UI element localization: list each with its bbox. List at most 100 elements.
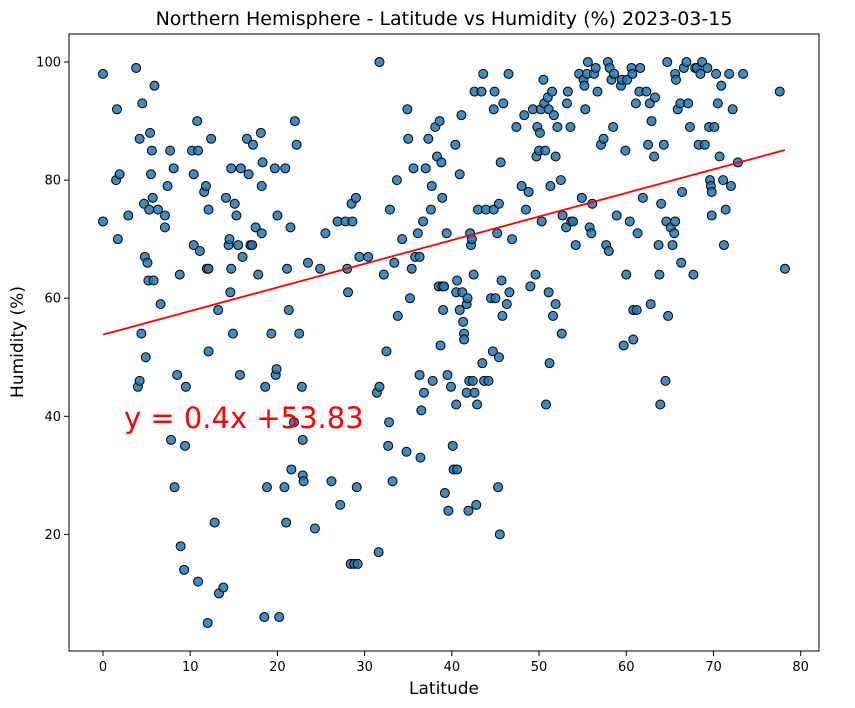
data-point [145, 127, 156, 138]
x-axis-ticks: 0 10 20 30 40 50 60 70 80 [99, 651, 809, 675]
data-point [231, 210, 242, 221]
data-point [289, 417, 299, 428]
data-point [387, 476, 398, 487]
data-point [451, 399, 462, 410]
data-point [552, 121, 563, 132]
data-point [667, 240, 678, 251]
data-point [579, 80, 590, 91]
data-point [174, 269, 185, 280]
data-point [147, 192, 158, 203]
data-point [403, 133, 414, 144]
data-point [335, 499, 346, 510]
data-point [439, 488, 450, 499]
data-point [695, 68, 706, 79]
data-point [550, 299, 561, 310]
data-point [688, 269, 699, 280]
data-point [347, 216, 358, 227]
data-point [565, 121, 576, 132]
data-point [412, 228, 423, 239]
data-point [603, 245, 614, 256]
data-point [114, 169, 125, 180]
data-point [452, 464, 463, 475]
data-point [269, 163, 280, 174]
data-point [381, 346, 392, 357]
data-point [779, 263, 790, 274]
data-point [469, 387, 480, 398]
data-point [420, 163, 431, 174]
data-point [598, 133, 609, 144]
data-point [227, 328, 238, 339]
data-point [140, 352, 151, 363]
data-point [416, 405, 427, 416]
data-point [397, 234, 408, 245]
x-tick-label: 50 [531, 660, 548, 675]
data-point [309, 523, 320, 534]
data-point [180, 381, 191, 392]
data-point [570, 240, 581, 251]
data-point [476, 86, 487, 97]
data-point [467, 375, 478, 386]
data-point [496, 275, 507, 286]
data-point [611, 210, 622, 221]
data-point [404, 293, 415, 304]
data-point [471, 499, 482, 510]
data-point [226, 163, 237, 174]
data-point [280, 163, 291, 174]
data-point [439, 281, 449, 292]
data-point [670, 74, 681, 85]
data-point [643, 139, 654, 150]
data-point [670, 216, 681, 227]
data-point [520, 204, 531, 215]
data-point [209, 517, 220, 528]
data-point [392, 310, 403, 321]
data-point [561, 98, 572, 109]
data-point [624, 216, 635, 227]
data-point [463, 505, 474, 516]
data-point [525, 281, 536, 292]
data-point [162, 181, 173, 192]
data-point [378, 269, 389, 280]
data-point [350, 192, 361, 203]
data-point [684, 121, 695, 132]
data-point [632, 228, 643, 239]
data-point [194, 245, 205, 256]
data-point [681, 57, 692, 68]
data-point [155, 299, 166, 310]
data-point [134, 133, 145, 144]
data-point [454, 169, 465, 180]
data-point [727, 104, 738, 115]
data-point [493, 198, 504, 209]
data-point [447, 440, 458, 451]
data-point [272, 210, 283, 221]
data-point [289, 116, 300, 127]
data-point [436, 157, 447, 168]
data-point [243, 169, 254, 180]
data-point [136, 328, 147, 339]
data-point [165, 145, 176, 156]
data-point [495, 157, 506, 168]
data-point [213, 305, 224, 316]
data-point [137, 98, 148, 109]
data-point [418, 387, 429, 398]
data-point [545, 181, 556, 192]
data-point [511, 121, 522, 132]
data-point [709, 121, 720, 132]
data-point [494, 529, 505, 540]
data-point [450, 139, 461, 150]
data-point [477, 358, 488, 369]
data-point [98, 68, 109, 79]
data-point [655, 399, 666, 410]
data-point [656, 198, 667, 209]
data-point [576, 192, 587, 203]
data-point [274, 612, 285, 623]
data-point [179, 564, 190, 575]
data-point [427, 375, 438, 386]
data-point [291, 139, 302, 150]
data-point [226, 263, 237, 274]
data-point [631, 305, 642, 316]
data-point [724, 68, 735, 79]
data-point [406, 263, 417, 274]
data-point [250, 222, 261, 233]
x-tick-label: 20 [269, 660, 286, 675]
data-point [702, 62, 713, 73]
